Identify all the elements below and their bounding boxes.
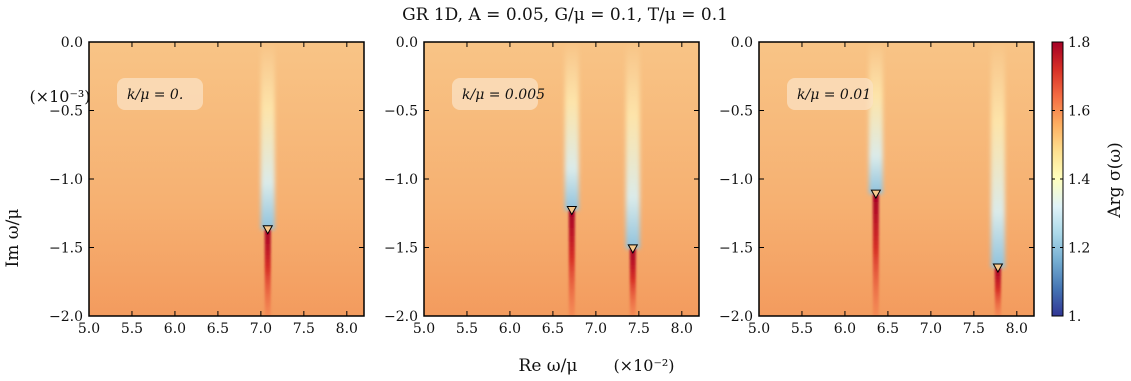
- branch-cut-plume: [625, 42, 640, 249]
- x-tick-label: 6.0: [499, 321, 521, 337]
- red-streak: [568, 210, 575, 316]
- panel-1: 5.0 5.5 6.0 6.5 7.0 7.5 8.0 0.0 −0.5 −1.0 −1.5 −2.0…: [49, 35, 365, 337]
- colorbar-label: Arg σ(ω): [1105, 142, 1125, 218]
- x-tick-label: 5.5: [791, 321, 813, 337]
- panel-3: 5.0 5.5 6.0 6.5 7.0 7.5 8.0 0.0 −0.5 −1.0 −1.5 −2.0…: [719, 35, 1035, 337]
- x-tick-label: 8.0: [336, 321, 358, 337]
- colorbar-tick-label: 1.: [1068, 309, 1081, 325]
- colorbar-tick-label: 1.6: [1068, 104, 1090, 120]
- x-tick-label: 7.5: [628, 321, 650, 337]
- red-streak: [629, 248, 636, 316]
- red-streak: [264, 229, 271, 316]
- panel-label: k/μ = 0.: [127, 87, 183, 103]
- y-tick-label: −2.0: [384, 309, 418, 325]
- x-axis-label: Re ω/μ: [519, 356, 578, 376]
- x-tick-label: 5.5: [456, 321, 478, 337]
- branch-cut-plume: [990, 42, 1005, 269]
- x-tick-label: 5.0: [78, 321, 100, 337]
- y-scale-label: (×10⁻³): [29, 87, 90, 106]
- y-tick-label: 0.0: [61, 35, 83, 51]
- panel-2: 5.0 5.5 6.0 6.5 7.0 7.5 8.0 0.0 −0.5 −1.0 −1.5 −2.0…: [384, 35, 700, 337]
- colorbar: 1. 1.2 1.4 1.6 1.8: [1051, 35, 1090, 325]
- y-tick-label: −1.0: [719, 172, 753, 188]
- x-tick-label: 5.0: [413, 321, 435, 337]
- y-tick-label: −0.5: [384, 104, 418, 120]
- red-streak: [872, 194, 879, 316]
- x-tick-label: 7.0: [920, 321, 942, 337]
- pole-marker: [566, 206, 578, 216]
- x-tick-label: 8.0: [671, 321, 693, 337]
- y-tick-label: −1.5: [49, 241, 83, 257]
- x-tick-label: 6.0: [834, 321, 856, 337]
- colorbar-tick-label: 1.4: [1068, 172, 1090, 188]
- red-streak: [994, 268, 1001, 316]
- pole-marker: [992, 263, 1004, 274]
- panel-label-box: [117, 78, 203, 110]
- panel-label: k/μ = 0.01: [797, 87, 871, 103]
- panel-label: k/μ = 0.005: [462, 87, 545, 103]
- x-tick-label: 6.5: [877, 321, 899, 337]
- y-tick-label: −2.0: [49, 309, 83, 325]
- x-tick-label: 6.0: [164, 321, 186, 337]
- y-tick-label: −0.5: [49, 104, 83, 120]
- y-tick-label: −1.0: [384, 172, 418, 188]
- x-tick-label: 5.5: [121, 321, 143, 337]
- y-tick-label: 0.0: [396, 35, 418, 51]
- branch-cut-plume: [868, 42, 883, 195]
- x-tick-label: 7.0: [250, 321, 272, 337]
- y-tick-label: −1.5: [719, 241, 753, 257]
- x-tick-label: 5.0: [748, 321, 770, 337]
- pole-marker: [870, 189, 882, 200]
- x-tick-label: 7.0: [585, 321, 607, 337]
- figure-title: GR 1D, A = 0.05, G/μ = 0.1, T/μ = 0.1: [402, 5, 728, 25]
- x-tick-label: 6.5: [542, 321, 564, 337]
- colorbar-tick-label: 1.8: [1068, 35, 1090, 51]
- x-tick-label: 7.5: [293, 321, 315, 337]
- y-tick-label: −0.5: [719, 104, 753, 120]
- x-tick-label: 8.0: [1006, 321, 1028, 337]
- x-tick-label: 7.5: [963, 321, 985, 337]
- panel-label-box: [452, 78, 538, 110]
- y-tick-label: 0.0: [731, 35, 753, 51]
- y-axis-label: Im ω/μ: [3, 209, 23, 268]
- pole-marker: [262, 225, 274, 235]
- y-tick-label: −2.0: [719, 309, 753, 325]
- y-tick-label: −1.0: [49, 172, 83, 188]
- branch-cut-plume: [564, 42, 579, 211]
- y-tick-label: −1.5: [384, 241, 418, 257]
- colorbar-tick-label: 1.2: [1068, 241, 1090, 257]
- x-scale-label: (×10⁻²): [613, 356, 674, 375]
- panel-label-box: [787, 78, 873, 110]
- pole-marker: [627, 244, 639, 254]
- branch-cut-plume: [260, 42, 275, 230]
- x-tick-label: 6.5: [207, 321, 229, 337]
